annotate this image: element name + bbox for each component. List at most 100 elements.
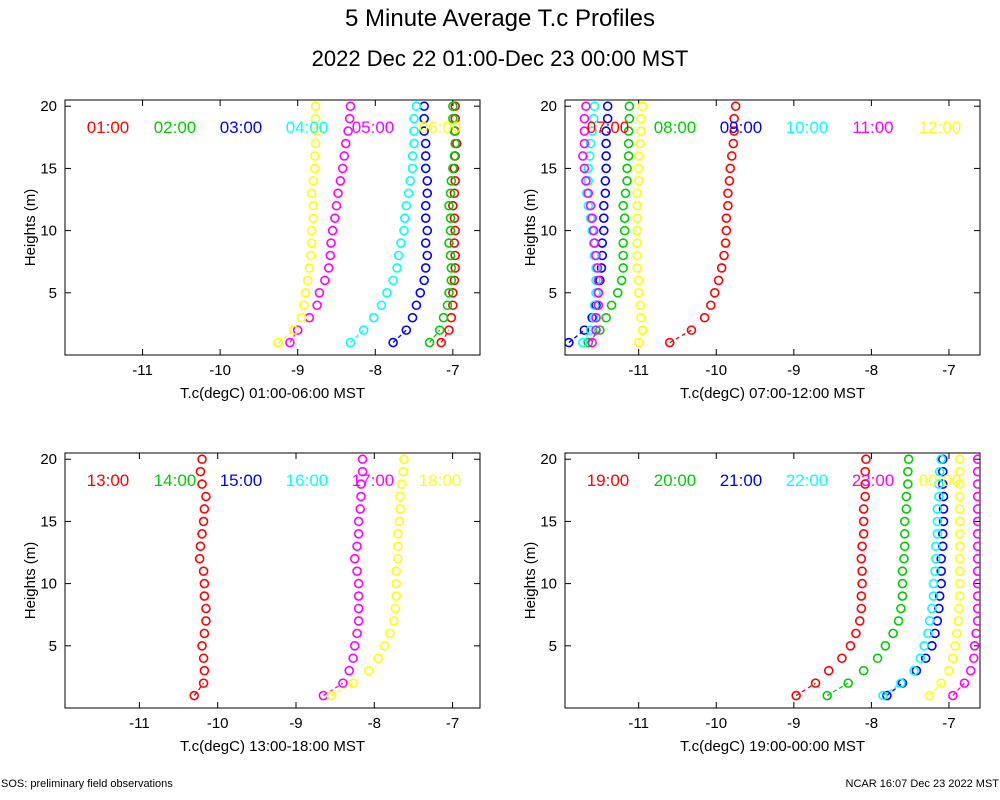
data-point bbox=[618, 263, 628, 273]
data-point bbox=[201, 616, 211, 626]
data-point bbox=[930, 541, 941, 552]
data-point bbox=[955, 491, 965, 502]
data-point bbox=[581, 176, 591, 186]
data-point bbox=[953, 616, 964, 626]
legend-label: 20:00 bbox=[654, 471, 697, 490]
data-area bbox=[565, 101, 741, 348]
data-point bbox=[729, 126, 739, 136]
data-point bbox=[723, 188, 733, 199]
data-point bbox=[565, 337, 574, 348]
data-point bbox=[195, 541, 206, 552]
data-point bbox=[719, 250, 729, 261]
data-point bbox=[860, 466, 870, 477]
data-point bbox=[197, 479, 207, 489]
data-point bbox=[308, 176, 319, 186]
series-connector bbox=[582, 329, 592, 343]
x-axis-label: T.c(degC) 01:00-06:00 MST bbox=[180, 385, 365, 402]
series-0900 bbox=[565, 101, 613, 348]
data-point bbox=[899, 553, 909, 564]
data-point bbox=[928, 591, 939, 601]
data-point bbox=[632, 188, 642, 199]
series-connector bbox=[350, 329, 365, 344]
data-point bbox=[938, 504, 949, 514]
data-point bbox=[934, 591, 945, 601]
data-point bbox=[579, 163, 590, 174]
data-point bbox=[633, 275, 644, 286]
data-point bbox=[419, 113, 429, 124]
series-1200 bbox=[632, 101, 648, 348]
data-point bbox=[388, 337, 398, 348]
x-axis-label: T.c(degC) 13:00-18:00 MST bbox=[180, 738, 365, 755]
data-point bbox=[391, 578, 402, 589]
data-point bbox=[791, 690, 801, 701]
data-point bbox=[601, 138, 611, 149]
legend-label: 01:00 bbox=[87, 118, 130, 137]
legend-label: 00:00 bbox=[919, 471, 962, 490]
data-point bbox=[930, 566, 940, 576]
x-tick-label: -10 bbox=[209, 362, 231, 379]
data-point bbox=[373, 653, 384, 664]
data-point bbox=[299, 300, 309, 311]
data-point bbox=[635, 138, 646, 149]
data-point bbox=[972, 541, 980, 552]
data-point bbox=[598, 213, 609, 223]
data-point bbox=[937, 466, 948, 477]
data-point bbox=[632, 225, 642, 236]
data-point bbox=[937, 541, 948, 552]
legend-label: 15:00 bbox=[220, 471, 263, 490]
data-point bbox=[344, 665, 355, 676]
series-connector bbox=[429, 329, 441, 343]
data-point bbox=[578, 151, 588, 161]
data-point bbox=[623, 126, 634, 136]
data-point bbox=[420, 138, 431, 149]
data-point bbox=[860, 479, 870, 489]
data-point bbox=[302, 275, 313, 286]
data-point bbox=[444, 325, 454, 335]
data-point bbox=[341, 138, 351, 149]
data-point bbox=[899, 516, 910, 527]
data-point bbox=[376, 300, 387, 311]
y-tick-label: 10 bbox=[540, 576, 557, 593]
data-point bbox=[358, 325, 369, 335]
data-point bbox=[600, 188, 611, 199]
data-point bbox=[273, 337, 284, 348]
series-0800 bbox=[583, 101, 635, 348]
legend-label: 04:00 bbox=[286, 118, 329, 137]
y-tick-label: 5 bbox=[549, 638, 557, 655]
x-tick-label: -7 bbox=[446, 715, 459, 732]
data-point bbox=[928, 578, 939, 589]
data-point bbox=[857, 541, 867, 552]
data-point bbox=[310, 101, 321, 112]
legend-label: 12:00 bbox=[919, 118, 962, 137]
data-point bbox=[936, 578, 947, 589]
data-point bbox=[888, 628, 898, 639]
data-point bbox=[955, 466, 965, 477]
data-point bbox=[407, 312, 418, 323]
data-point bbox=[932, 516, 943, 527]
data-point bbox=[195, 466, 206, 477]
data-point bbox=[388, 275, 398, 286]
data-point bbox=[927, 641, 937, 651]
data-point bbox=[199, 628, 210, 639]
data-point bbox=[822, 690, 832, 701]
data-point bbox=[309, 163, 320, 174]
data-point bbox=[954, 603, 964, 614]
series-1100 bbox=[578, 101, 604, 348]
data-point bbox=[355, 504, 365, 514]
data-point bbox=[310, 138, 321, 149]
data-point bbox=[446, 263, 457, 273]
legend-label: 13:00 bbox=[87, 471, 130, 490]
plot-frame bbox=[64, 99, 481, 356]
data-point bbox=[972, 491, 980, 502]
data-point bbox=[419, 275, 429, 286]
series-1300 bbox=[189, 454, 211, 701]
footer-left: SOS: preliminary field observations bbox=[1, 778, 173, 790]
legend-label: 02:00 bbox=[154, 118, 197, 137]
data-point bbox=[331, 200, 342, 211]
data-point bbox=[411, 300, 422, 311]
data-point bbox=[446, 312, 457, 323]
data-point bbox=[845, 641, 856, 651]
data-point bbox=[419, 126, 429, 136]
data-point bbox=[720, 238, 731, 248]
